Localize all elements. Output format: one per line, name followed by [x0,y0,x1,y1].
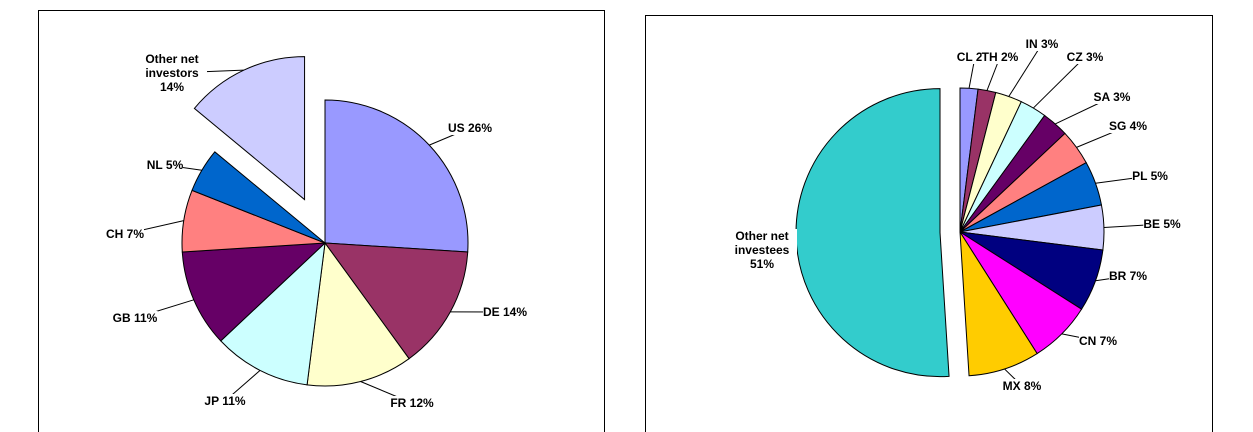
value-label: 5% [1163,217,1181,231]
category-label: BR [1108,269,1127,283]
pie-slice [306,241,410,387]
leader-line [1008,43,1043,97]
slice-label: CH 7% [105,227,145,241]
category-label: CH [105,227,124,241]
value-label: 7% [1099,334,1118,348]
slice-label: IN 3% [1025,37,1059,51]
category-label: Other net investors [145,52,199,80]
pie-slice [323,242,469,360]
value-label: 14% [502,305,528,319]
value-label: 26% [467,121,493,135]
value-label: 3% [1041,37,1059,51]
category-label: JP [204,394,219,408]
leader-line [1032,56,1086,109]
value-label: 3% [1113,90,1131,104]
slice-label: Other net investees 51% [727,229,797,271]
category-label: CN [1078,334,1097,348]
value-label: 5% [1150,169,1168,183]
slice-label: CN 7% [1078,334,1118,348]
value-label: 5% [165,158,184,172]
category-label: CL [956,50,973,64]
value-label: 7% [126,227,145,241]
category-label: FR [390,396,407,410]
category-label: PL [1132,169,1148,183]
slice-label: CZ 3% [1066,50,1104,64]
slice-label: FR 12% [390,396,434,410]
slice-label: SG 4% [1108,119,1148,133]
category-label: IN [1025,37,1038,51]
slice-label: JP 11% [204,394,246,408]
slice-label: SA 3% [1093,90,1131,104]
category-label: BE [1143,217,1160,231]
slice-label: PL 5% [1132,169,1168,183]
slice-label: BE 5% [1143,217,1181,231]
category-label: Other net investees [734,229,790,257]
slice-label: BR 7% [1108,269,1148,283]
category-label: US [447,121,465,135]
value-label: 3% [1086,50,1104,64]
pie-slice [193,56,306,201]
slice-label: DE 14% [482,305,528,319]
category-label: NL [146,158,163,172]
category-label: SG [1108,119,1127,133]
slice-label: TH 2% [981,50,1019,64]
slice-label: MX 8% [1002,379,1042,393]
category-label: MX [1002,379,1021,393]
slice-label: Other net investors 14% [137,52,207,94]
value-label: 8% [1024,379,1042,393]
value-label: 11% [222,394,246,408]
category-label: SA [1093,90,1110,104]
value-label: 51% [749,257,775,271]
category-label: DE [482,305,500,319]
category-label: CZ [1066,50,1083,64]
slice-label: GB 11% [112,311,158,325]
value-label: 2% [1001,50,1019,64]
value-label: 12% [409,396,434,410]
category-label: TH [981,50,998,64]
slice-label: NL 5% [146,158,184,172]
value-label: 4% [1129,119,1148,133]
value-label: 11% [133,311,158,325]
slice-label: US 26% [447,121,493,135]
value-label: 14% [159,80,185,94]
category-label: GB [112,311,131,325]
pie-slice [191,151,326,244]
value-label: 7% [1129,269,1148,283]
